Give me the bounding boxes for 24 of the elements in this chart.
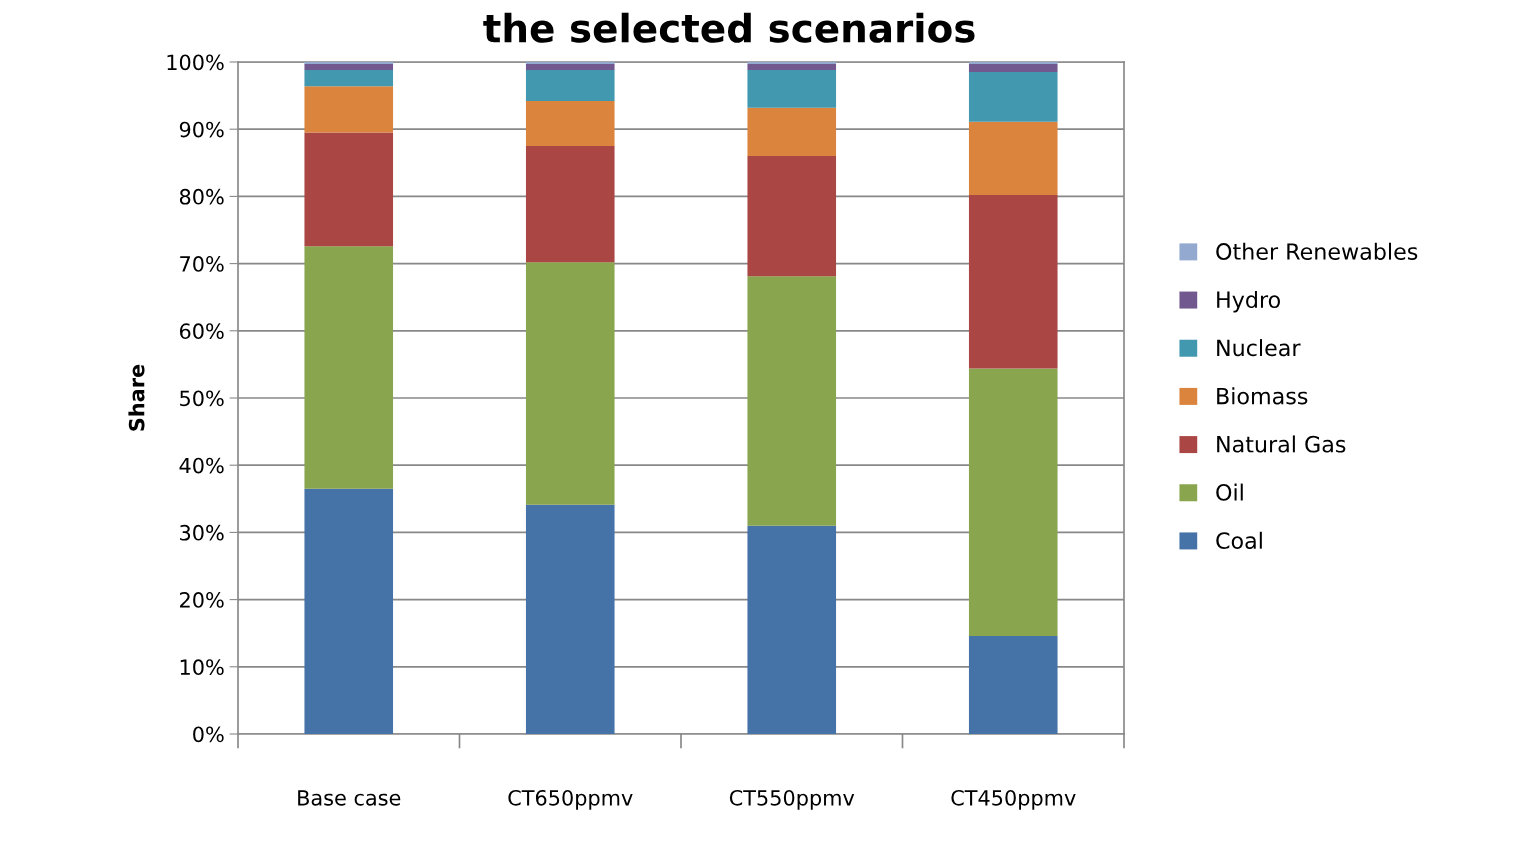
y-tick-label: 20%: [180, 592, 224, 608]
y-tick-label: 0%: [193, 726, 224, 743]
y-tick-label: 10%: [180, 659, 224, 676]
x-tick-label: Base case: [298, 790, 401, 806]
y-tick-label: 40%: [179, 457, 224, 474]
y-tick-label: 100%: [167, 54, 224, 71]
legend-label: Nuclear: [1217, 339, 1301, 357]
y-tick-label: 90%: [179, 121, 224, 138]
chart-title: the selected scenarios: [483, 12, 975, 43]
legend-label: Biomass: [1217, 387, 1308, 405]
y-tick-label: 80%: [179, 188, 224, 205]
y-tick-label: 70%: [180, 256, 224, 272]
x-tick-label: CT550ppmv: [729, 789, 855, 810]
legend-label: Coal: [1216, 531, 1262, 549]
legend-label: Other Renewables: [1216, 242, 1418, 260]
legend-label: Natural Gas: [1217, 435, 1346, 453]
legend-label: Hydro: [1217, 290, 1280, 313]
y-tick-label: 50%: [180, 390, 224, 407]
x-tick-label: CT650ppmv: [508, 789, 633, 810]
y-axis-title: Share: [128, 364, 145, 431]
x-tick-label: CT450ppmv: [951, 789, 1076, 810]
y-tick-label: 60%: [179, 323, 224, 340]
y-tick-label: 30%: [180, 524, 224, 541]
legend-label: Oil: [1216, 483, 1243, 501]
